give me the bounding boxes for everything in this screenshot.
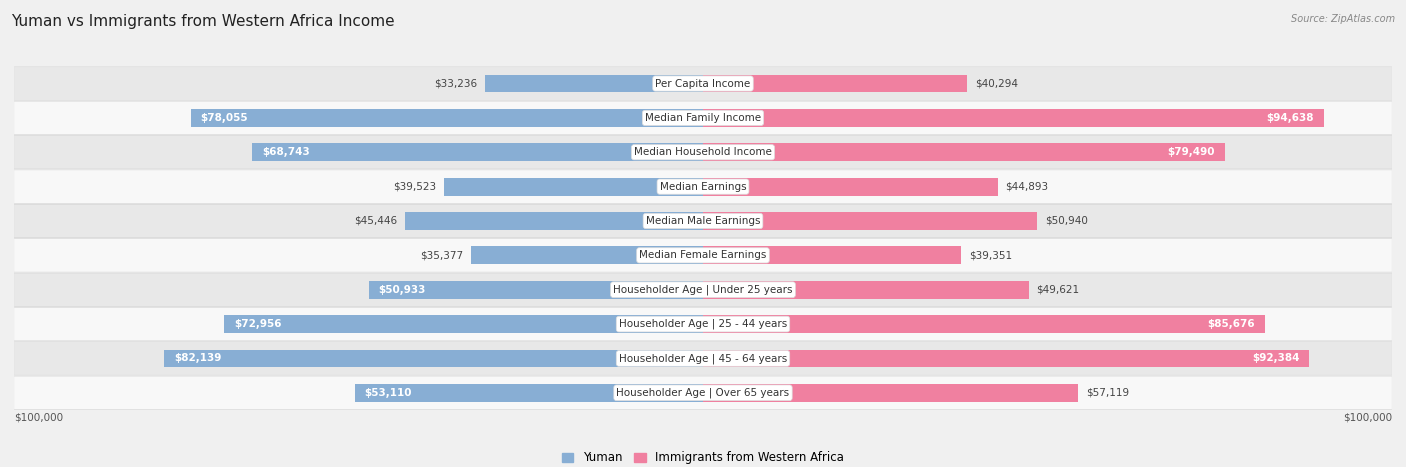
Text: $39,523: $39,523 [392, 182, 436, 191]
Text: $100,000: $100,000 [1343, 412, 1392, 423]
FancyBboxPatch shape [14, 273, 1392, 306]
Text: $68,743: $68,743 [262, 147, 309, 157]
Text: Yuman vs Immigrants from Western Africa Income: Yuman vs Immigrants from Western Africa … [11, 14, 395, 29]
Bar [703, 247, 962, 264]
Text: $85,676: $85,676 [1208, 319, 1256, 329]
Text: Median Earnings: Median Earnings [659, 182, 747, 191]
Bar [368, 281, 703, 299]
Bar [703, 177, 998, 196]
Bar [405, 212, 703, 230]
FancyBboxPatch shape [14, 239, 1392, 272]
Text: $40,294: $40,294 [976, 78, 1018, 89]
Bar [703, 143, 1225, 161]
Text: Householder Age | Under 25 years: Householder Age | Under 25 years [613, 284, 793, 295]
Text: $94,638: $94,638 [1267, 113, 1315, 123]
FancyBboxPatch shape [14, 67, 1392, 100]
Bar [225, 315, 703, 333]
Bar [703, 109, 1324, 127]
Bar [703, 349, 1309, 368]
Legend: Yuman, Immigrants from Western Africa: Yuman, Immigrants from Western Africa [557, 446, 849, 467]
FancyBboxPatch shape [14, 342, 1392, 375]
FancyBboxPatch shape [14, 307, 1392, 341]
Text: Median Family Income: Median Family Income [645, 113, 761, 123]
Text: Householder Age | Over 65 years: Householder Age | Over 65 years [616, 388, 790, 398]
Text: $100,000: $100,000 [14, 412, 63, 423]
FancyBboxPatch shape [14, 273, 1392, 306]
Bar [485, 75, 703, 92]
Text: Per Capita Income: Per Capita Income [655, 78, 751, 89]
Bar [703, 281, 1029, 299]
Text: Median Household Income: Median Household Income [634, 147, 772, 157]
FancyBboxPatch shape [14, 239, 1392, 272]
FancyBboxPatch shape [14, 67, 1392, 100]
FancyBboxPatch shape [14, 308, 1392, 340]
Text: $44,893: $44,893 [1005, 182, 1049, 191]
Text: $72,956: $72,956 [235, 319, 281, 329]
FancyBboxPatch shape [14, 205, 1392, 238]
Bar [444, 177, 703, 196]
Text: $50,933: $50,933 [378, 285, 426, 295]
FancyBboxPatch shape [14, 204, 1392, 238]
FancyBboxPatch shape [14, 376, 1392, 410]
Bar [191, 109, 703, 127]
Text: $50,940: $50,940 [1045, 216, 1088, 226]
Text: Median Male Earnings: Median Male Earnings [645, 216, 761, 226]
Bar [703, 212, 1038, 230]
Text: $53,110: $53,110 [364, 388, 412, 398]
Bar [471, 247, 703, 264]
Text: Source: ZipAtlas.com: Source: ZipAtlas.com [1291, 14, 1395, 24]
FancyBboxPatch shape [14, 135, 1392, 169]
Text: $45,446: $45,446 [354, 216, 396, 226]
Text: $78,055: $78,055 [201, 113, 249, 123]
Bar [703, 315, 1265, 333]
Text: $39,351: $39,351 [969, 250, 1012, 260]
Text: $82,139: $82,139 [174, 354, 221, 363]
FancyBboxPatch shape [14, 170, 1392, 203]
Bar [703, 384, 1078, 402]
Text: $57,119: $57,119 [1085, 388, 1129, 398]
FancyBboxPatch shape [14, 101, 1392, 135]
Text: $79,490: $79,490 [1167, 147, 1215, 157]
FancyBboxPatch shape [14, 136, 1392, 169]
Text: Median Female Earnings: Median Female Earnings [640, 250, 766, 260]
Bar [703, 75, 967, 92]
FancyBboxPatch shape [14, 101, 1392, 134]
Text: $92,384: $92,384 [1251, 354, 1299, 363]
Text: $35,377: $35,377 [420, 250, 463, 260]
Text: Householder Age | 25 - 44 years: Householder Age | 25 - 44 years [619, 319, 787, 329]
FancyBboxPatch shape [14, 170, 1392, 204]
FancyBboxPatch shape [14, 376, 1392, 409]
Text: $49,621: $49,621 [1036, 285, 1080, 295]
Bar [354, 384, 703, 402]
Text: Householder Age | 45 - 64 years: Householder Age | 45 - 64 years [619, 353, 787, 364]
Bar [252, 143, 703, 161]
Text: $33,236: $33,236 [434, 78, 477, 89]
Bar [165, 349, 703, 368]
FancyBboxPatch shape [14, 341, 1392, 375]
